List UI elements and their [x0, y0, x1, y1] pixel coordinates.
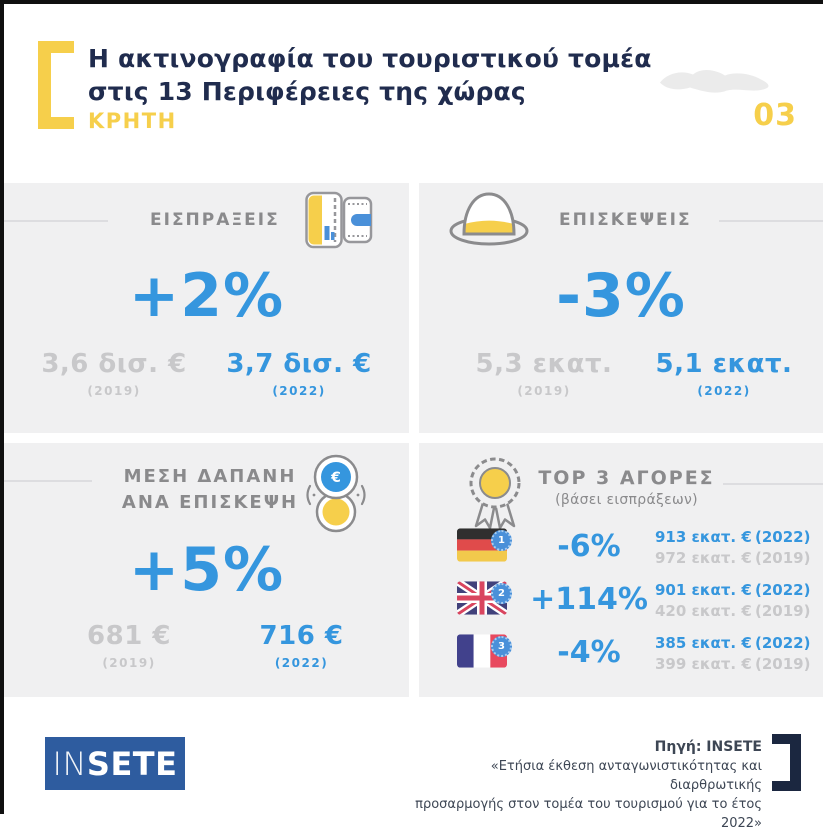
avg-spend-old-value-block: 681 € (2019) — [44, 621, 214, 670]
page-title-line2: στις 13 Περιφέρειες της χώρας — [88, 77, 526, 106]
insete-logo-sete: SETE — [86, 744, 178, 783]
germany-change: -6% — [557, 529, 621, 564]
avg-spend-old-year: (2019) — [102, 656, 156, 670]
france-value-2022: 385 εκατ. € — [655, 634, 752, 652]
divider-line — [719, 220, 823, 222]
france-year-2019: (2019) — [755, 655, 811, 673]
germany-years: (2022) (2019) — [755, 527, 810, 569]
frame-top-border — [0, 0, 823, 4]
page-number: 03 — [753, 98, 797, 133]
market-row-germany: 1 -6% 913 εκατ. € 972 εκατ. € (2022) (20… — [419, 528, 823, 572]
visits-old-year: (2019) — [517, 384, 571, 398]
rank-badge: 1 — [491, 530, 512, 551]
panel-top-markets: TOP 3 ΑΓΟΡΕΣ (βάσει εισπράξεων) 1 -6% 91… — [419, 443, 823, 697]
page-title: Η ακτινογραφία του τουριστικού τομέα στι… — [88, 42, 652, 108]
source-citation: Πηγή: INSETE «Ετήσια έκθεση ανταγωνιστικ… — [410, 739, 762, 833]
avg-spend-new-value: 716 € — [259, 621, 344, 651]
france-change: -4% — [557, 635, 621, 670]
insete-logo-in: IN — [52, 744, 87, 783]
uk-value-2019: 420 εκατ. € — [655, 602, 752, 620]
visits-new-value: 5,1 εκατ. — [655, 349, 793, 379]
receipts-new-value-block: 3,7 δισ. € (2022) — [219, 349, 379, 398]
visits-old-value-block: 5,3 εκατ. (2019) — [464, 349, 624, 398]
germany-year-2022: (2022) — [755, 528, 811, 546]
visits-old-value: 5,3 εκατ. — [475, 349, 613, 379]
receipts-new-year: (2022) — [272, 384, 326, 398]
receipts-title: ΕΙΣΠΡΑΞΕΙΣ — [150, 210, 280, 230]
euro-coins-icon: € — [306, 454, 366, 533]
credit-card-wallet-icon — [305, 191, 373, 249]
yellow-open-bracket — [38, 41, 74, 129]
avg-spend-title-line1: ΜΕΣΗ ΔΑΠΑΝΗ — [123, 466, 297, 487]
germany-year-2019: (2019) — [755, 549, 811, 567]
sun-hat-icon — [449, 192, 529, 246]
uk-values: 901 εκατ. € 420 εκατ. € — [655, 580, 752, 622]
uk-change: +114% — [530, 582, 648, 617]
region-label: ΚΡΗΤΗ — [88, 109, 177, 133]
avg-spend-new-value-block: 716 € (2022) — [219, 621, 384, 670]
top-markets-title: TOP 3 ΑΓΟΡΕΣ — [538, 467, 715, 489]
page-title-line1: Η ακτινογραφία του τουριστικού τομέα — [88, 44, 652, 73]
germany-values: 913 εκατ. € 972 εκατ. € — [655, 527, 752, 569]
divider-line — [4, 220, 108, 222]
dark-close-bracket — [772, 734, 801, 791]
source-line3: προσαρμογής στον τομέα του τουρισμού για… — [415, 796, 762, 831]
rank-badge: 3 — [491, 636, 512, 657]
avg-spend-new-year: (2022) — [274, 656, 329, 670]
uk-year-2019: (2019) — [755, 602, 811, 620]
visits-new-value-block: 5,1 εκατ. (2022) — [644, 349, 804, 398]
frame-left-border — [0, 0, 4, 814]
source-line2: «Ετήσια έκθεση ανταγωνιστικότητας και δι… — [490, 759, 762, 793]
rank-badge: 2 — [491, 583, 512, 604]
svg-text:€: € — [330, 470, 341, 486]
france-value-2019: 399 εκατ. € — [655, 655, 752, 673]
crete-island-silhouette-icon — [660, 70, 769, 93]
insete-logo: IN SETE — [45, 737, 185, 790]
market-row-france: 3 -4% 385 εκατ. € 399 εκατ. € (2022) (20… — [419, 634, 823, 678]
avg-spend-title: ΜΕΣΗ ΔΑΠΑΝΗ ΑΝΑ ΕΠΙΣΚΕΨΗ — [114, 464, 306, 516]
france-values: 385 εκατ. € 399 εκατ. € — [655, 633, 752, 675]
source-line1: Πηγή: INSETE — [654, 739, 762, 755]
france-year-2022: (2022) — [755, 634, 811, 652]
avg-spend-change: +5% — [128, 535, 285, 605]
receipts-old-value: 3,6 δισ. € — [41, 349, 187, 379]
top-markets-subtitle: (βάσει εισπράξεων) — [555, 492, 698, 508]
panel-average-spend: ΜΕΣΗ ΔΑΠΑΝΗ ΑΝΑ ΕΠΙΣΚΕΨΗ € +5% 681 € (20… — [4, 443, 409, 697]
avg-spend-title-line2: ΑΝΑ ΕΠΙΣΚΕΨΗ — [121, 492, 299, 514]
panel-visits: ΕΠΙΣΚΕΨΕΙΣ -3% 5,3 εκατ. (2019) 5,1 εκατ… — [419, 183, 823, 433]
top-markets-title-block: TOP 3 ΑΓΟΡΕΣ (βάσει εισπράξεων) — [529, 467, 724, 508]
visits-change: -3% — [556, 261, 686, 331]
panel-receipts: ΕΙΣΠΡΑΞΕΙΣ +2% 3,6 δισ. € (2019) 3,7 δισ… — [4, 183, 409, 433]
visits-title: ΕΠΙΣΚΕΨΕΙΣ — [559, 210, 692, 230]
uk-value-2022: 901 εκατ. € — [655, 581, 752, 599]
receipts-old-value-block: 3,6 δισ. € (2019) — [34, 349, 194, 398]
receipts-new-value: 3,7 δισ. € — [226, 349, 372, 379]
germany-flag-icon — [457, 528, 507, 562]
uk-years: (2022) (2019) — [755, 580, 810, 622]
medal-rosette-icon — [469, 457, 521, 530]
france-years: (2022) (2019) — [755, 633, 810, 675]
receipts-change: +2% — [128, 261, 285, 331]
market-row-uk: 2 +114% 901 εκατ. € 420 εκατ. € (2022) (… — [419, 581, 823, 625]
visits-new-year: (2022) — [697, 384, 751, 398]
receipts-old-year: (2019) — [87, 384, 141, 398]
avg-spend-old-value: 681 € — [87, 621, 171, 651]
germany-value-2019: 972 εκατ. € — [655, 549, 752, 567]
germany-value-2022: 913 εκατ. € — [655, 528, 752, 546]
divider-line — [723, 483, 823, 485]
divider-line — [4, 480, 92, 482]
uk-year-2022: (2022) — [755, 581, 811, 599]
